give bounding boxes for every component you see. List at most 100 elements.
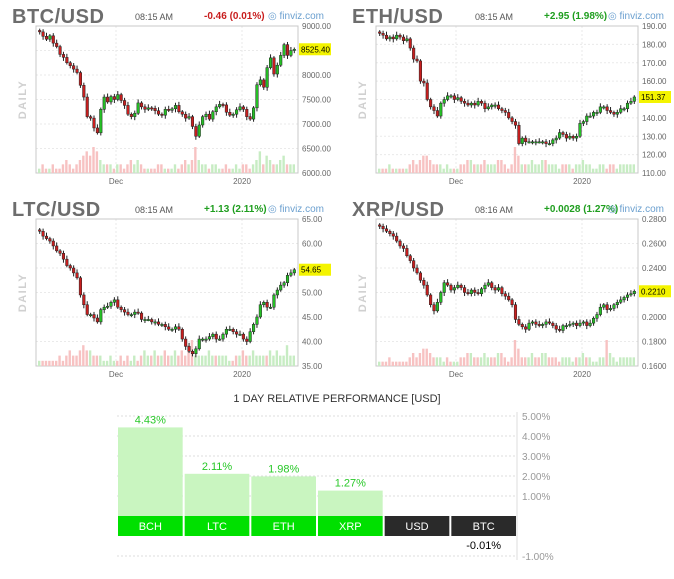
candle — [524, 137, 528, 143]
candle — [388, 36, 392, 40]
candle — [268, 306, 273, 309]
volume-bar — [82, 345, 85, 366]
volume-bar — [78, 160, 82, 173]
last-price-label: 54.65 — [301, 266, 322, 275]
candle — [221, 333, 225, 340]
brand-label: finviz.com — [619, 11, 664, 22]
candle — [500, 108, 504, 111]
candle — [561, 132, 565, 135]
volume-bar — [150, 355, 153, 366]
candle — [503, 110, 507, 113]
candle — [592, 112, 596, 117]
volume-bar — [41, 164, 44, 173]
candle — [378, 31, 382, 34]
candle — [146, 319, 150, 321]
volume-bar — [112, 360, 116, 366]
volume-bar — [384, 168, 388, 173]
volume-bar — [88, 350, 92, 366]
candle — [218, 104, 222, 108]
volume-bar — [122, 168, 126, 173]
candle — [48, 35, 52, 40]
candle — [44, 235, 49, 239]
candle — [112, 96, 116, 100]
candle — [123, 309, 127, 313]
btc-usd-chart-panel[interactable]: BTC/USD 08:15 AM -0.46 (0.01%) ◎ finviz.com… — [12, 6, 342, 188]
candle — [608, 308, 613, 310]
candle — [112, 299, 116, 303]
xrp-usd-chart-panel[interactable]: XRP/USD 08:16 AM +0.0028 (1.27%) ◎ finviz.c… — [352, 199, 674, 381]
candle — [72, 267, 76, 274]
volume-bar — [520, 357, 523, 366]
candle — [463, 101, 467, 104]
volume-bar — [194, 147, 197, 173]
candle — [241, 333, 245, 340]
finviz-logo-icon: ◎ — [608, 11, 620, 22]
volume-bar — [605, 340, 608, 366]
btc-candlestick-chart: 9000.008500.008000.007500.007000.006500.… — [17, 22, 331, 186]
candle — [238, 333, 242, 336]
candle — [194, 126, 198, 137]
candle — [381, 226, 385, 230]
volume-bar — [493, 357, 496, 366]
candle — [585, 115, 589, 122]
volume-bar — [398, 168, 401, 173]
candle — [513, 304, 518, 320]
volume-bar — [432, 357, 435, 366]
volume-bar — [476, 164, 479, 173]
volume-bar — [452, 361, 456, 366]
candle — [554, 137, 558, 141]
ltc-candlestick-chart: 65.0060.0055.0050.0045.0040.0035.00Dec20… — [17, 215, 331, 379]
candle — [211, 333, 215, 337]
candle — [75, 272, 79, 279]
volume-bar — [585, 357, 588, 366]
candle — [173, 105, 178, 110]
candle — [252, 324, 256, 332]
volume-bar — [530, 353, 534, 366]
candle — [605, 304, 609, 310]
volume-bar — [483, 353, 486, 366]
candle — [44, 36, 49, 40]
candle — [401, 36, 406, 41]
candle — [146, 107, 150, 110]
volume-bar — [591, 361, 595, 366]
candle — [608, 110, 613, 113]
volume-bar — [61, 360, 65, 366]
candle — [78, 72, 82, 86]
candle — [262, 302, 266, 306]
candle — [564, 325, 568, 328]
ltc-usd-chart-panel[interactable]: LTC/USD 08:15 AM +1.13 (2.11%) ◎ finviz.com… — [12, 199, 342, 381]
candle — [469, 102, 473, 106]
perf-category-eth — [251, 516, 316, 536]
candle — [65, 57, 69, 64]
volume-bar — [224, 164, 228, 173]
volume-bar — [428, 353, 432, 366]
volume-bar — [500, 160, 503, 173]
volume-bar — [289, 164, 292, 173]
volume-bar — [490, 357, 493, 366]
candle — [55, 245, 59, 252]
candle — [106, 96, 110, 103]
candle — [204, 338, 208, 341]
perf-category-label: BTC — [473, 521, 495, 533]
eth-usd-chart-panel[interactable]: ETH/USD 08:15 AM +2.95 (1.98%) ◎ finviz.com… — [352, 6, 674, 188]
candle — [412, 260, 416, 269]
candle — [214, 106, 218, 112]
candle — [190, 116, 195, 127]
volume-bar — [167, 168, 170, 173]
candle — [595, 314, 599, 319]
volume-bar — [615, 168, 619, 173]
volume-bar — [211, 164, 214, 173]
candle — [547, 321, 551, 324]
volume-bar — [625, 357, 629, 366]
candle — [279, 55, 283, 66]
volume-bar — [61, 164, 65, 173]
candle — [551, 322, 555, 326]
perf-y-tick-label: 5.00% — [522, 412, 550, 423]
candle — [459, 284, 463, 288]
volume-bar — [415, 357, 418, 366]
volume-bar — [116, 164, 119, 173]
candle — [554, 325, 558, 330]
candle — [72, 65, 76, 70]
volume-bar — [183, 355, 187, 366]
candle — [61, 54, 66, 58]
